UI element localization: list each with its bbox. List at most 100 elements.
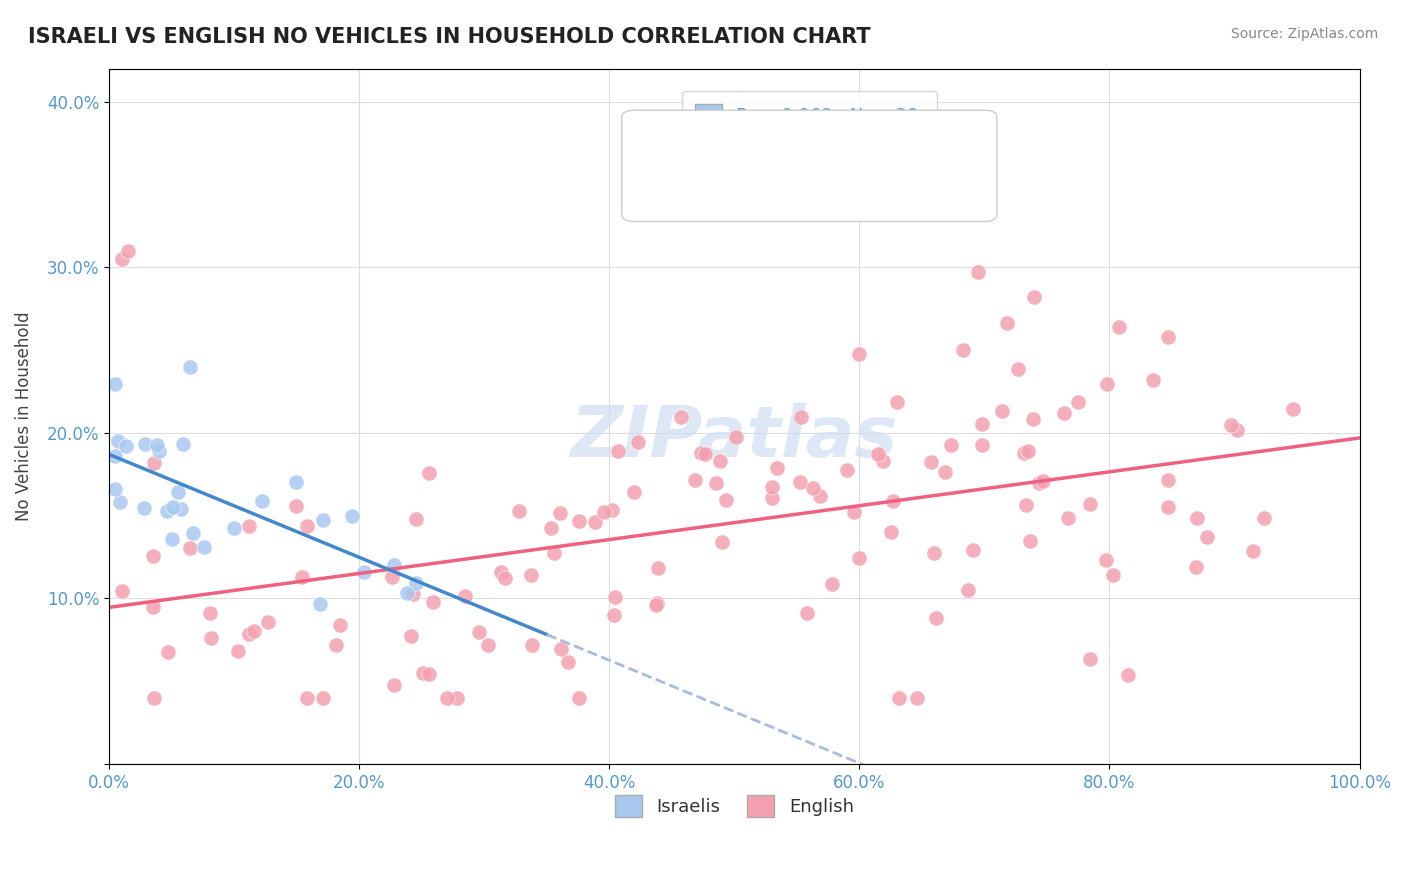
- Point: [725, 429, 748, 443]
- Point: [709, 454, 731, 468]
- Point: [1015, 498, 1038, 512]
- Point: [325, 638, 347, 652]
- Point: [226, 644, 249, 658]
- Point: [1220, 417, 1243, 432]
- Point: [924, 611, 946, 625]
- Point: [446, 690, 468, 705]
- Point: [1024, 290, 1046, 304]
- Point: [920, 455, 942, 469]
- Point: [489, 565, 512, 579]
- Point: [820, 577, 842, 591]
- Point: [1241, 544, 1264, 558]
- Point: [789, 475, 811, 489]
- Point: [557, 655, 579, 669]
- Point: [1253, 511, 1275, 525]
- Point: [285, 475, 308, 489]
- Point: [256, 615, 278, 629]
- Point: [508, 504, 530, 518]
- Point: [835, 463, 858, 477]
- Point: [200, 631, 222, 645]
- Point: [468, 625, 491, 640]
- Point: [1108, 320, 1130, 334]
- Point: [644, 598, 666, 612]
- Point: [200, 606, 222, 620]
- Point: [1156, 330, 1178, 344]
- Point: [422, 595, 444, 609]
- Point: [179, 359, 201, 374]
- Point: [1142, 373, 1164, 387]
- Point: [1007, 362, 1029, 376]
- Point: [295, 690, 318, 705]
- Point: [412, 666, 434, 681]
- Point: [520, 567, 543, 582]
- Point: [1116, 668, 1139, 682]
- Point: [1187, 511, 1209, 525]
- Point: [494, 570, 516, 584]
- Point: [844, 505, 866, 519]
- Point: [1226, 423, 1249, 437]
- Point: [405, 575, 427, 590]
- Point: [972, 417, 994, 432]
- Text: ISRAELI VS ENGLISH NO VEHICLES IN HOUSEHOLD CORRELATION CHART: ISRAELI VS ENGLISH NO VEHICLES IN HOUSEH…: [28, 27, 870, 46]
- Point: [952, 343, 974, 358]
- Point: [193, 540, 215, 554]
- Point: [939, 438, 962, 452]
- Point: [156, 645, 179, 659]
- Point: [683, 473, 706, 487]
- Point: [1095, 377, 1118, 392]
- Text: ZIPatlas: ZIPatlas: [571, 402, 898, 472]
- Point: [142, 549, 165, 563]
- FancyBboxPatch shape: [621, 111, 997, 221]
- Point: [1022, 412, 1045, 426]
- Point: [1028, 475, 1050, 490]
- Point: [593, 506, 616, 520]
- Point: [167, 485, 190, 500]
- Point: [872, 454, 894, 468]
- Point: [1014, 446, 1036, 460]
- Point: [134, 437, 156, 451]
- Point: [284, 499, 307, 513]
- Point: [568, 690, 591, 705]
- Point: [252, 494, 274, 508]
- Point: [104, 449, 127, 463]
- Point: [169, 502, 191, 516]
- Point: [1078, 498, 1101, 512]
- Point: [222, 521, 245, 535]
- Point: [295, 519, 318, 533]
- Point: [143, 457, 166, 471]
- Point: [401, 629, 423, 643]
- Point: [142, 690, 165, 705]
- Point: [107, 434, 129, 448]
- Point: [967, 265, 990, 279]
- Point: [108, 495, 131, 509]
- Point: [886, 395, 908, 409]
- Point: [1197, 530, 1219, 544]
- Point: [111, 583, 134, 598]
- Point: [905, 690, 928, 705]
- Point: [291, 570, 314, 584]
- Point: [1056, 511, 1078, 525]
- Point: [311, 690, 333, 705]
- Point: [312, 513, 335, 527]
- Point: [309, 597, 332, 611]
- Point: [790, 409, 813, 424]
- Point: [1053, 406, 1076, 420]
- Point: [402, 587, 425, 601]
- Point: [141, 600, 163, 615]
- Point: [796, 607, 818, 621]
- Point: [104, 482, 127, 496]
- Point: [956, 583, 979, 598]
- Point: [647, 561, 669, 575]
- Legend: Israelis, English: Israelis, English: [607, 788, 860, 824]
- Point: [970, 438, 993, 452]
- Point: [382, 558, 405, 572]
- Point: [381, 570, 404, 584]
- Point: [690, 446, 713, 460]
- Point: [627, 434, 650, 449]
- Point: [418, 667, 440, 681]
- Point: [1078, 652, 1101, 666]
- Point: [1157, 500, 1180, 514]
- Point: [172, 437, 194, 451]
- Point: [340, 508, 363, 523]
- Point: [1017, 444, 1039, 458]
